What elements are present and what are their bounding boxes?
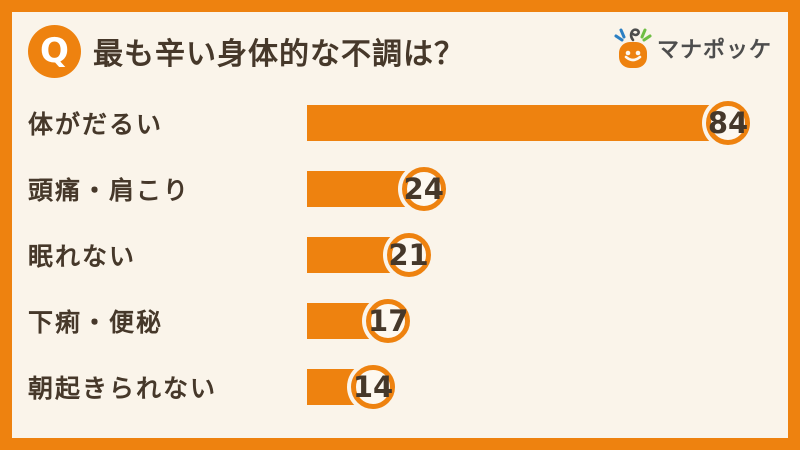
value-label: 14 [352, 370, 394, 404]
brand-logo: マナポッケ [614, 26, 772, 70]
category-label: 下痢・便秘 [28, 308, 164, 337]
category-label: 朝起きられない [28, 374, 218, 403]
page-title: 最も辛い身体的な不調は？ [93, 37, 465, 72]
category-label: 体がだるい [28, 110, 164, 139]
value-badge: 21 [386, 233, 431, 277]
question-badge: Q [28, 24, 81, 78]
value-label: 21 [388, 238, 429, 272]
header: Q 最も辛い身体的な不調は？ マナポッケ [28, 22, 772, 80]
chart-row: 頭痛・肩こり 24 [28, 156, 772, 222]
value-badge: 17 [366, 299, 411, 343]
bar-track: 14 [307, 354, 772, 420]
title-group: Q 最も辛い身体的な不調は？ [28, 22, 465, 80]
value-label: 17 [368, 304, 409, 338]
chart-row: 体がだるい 84 [28, 90, 772, 156]
value-badge: 24 [401, 167, 446, 211]
value-badge: 14 [351, 365, 395, 409]
bar-track: 84 [307, 90, 772, 156]
smiley-pocket-mascot-icon [614, 28, 652, 68]
value-label: 24 [403, 172, 444, 206]
bar-chart: 体がだるい 84 頭痛・肩こり 24 眠れない 21 [28, 90, 772, 420]
category-label: 頭痛・肩こり [28, 176, 191, 205]
value-label: 84 [707, 106, 749, 140]
chart-row: 眠れない 21 [28, 222, 772, 288]
bar-track: 17 [307, 288, 772, 354]
question-badge-letter: Q [40, 31, 69, 71]
category-label: 眠れない [28, 242, 137, 271]
brand-name: マナポッケ [656, 38, 772, 63]
chart-row: 下痢・便秘 17 [28, 288, 772, 354]
bar-track: 21 [307, 222, 772, 288]
chart-row: 朝起きられない 14 [28, 354, 772, 420]
bar [307, 105, 733, 141]
value-badge: 84 [706, 101, 750, 145]
bar-track: 24 [307, 156, 772, 222]
